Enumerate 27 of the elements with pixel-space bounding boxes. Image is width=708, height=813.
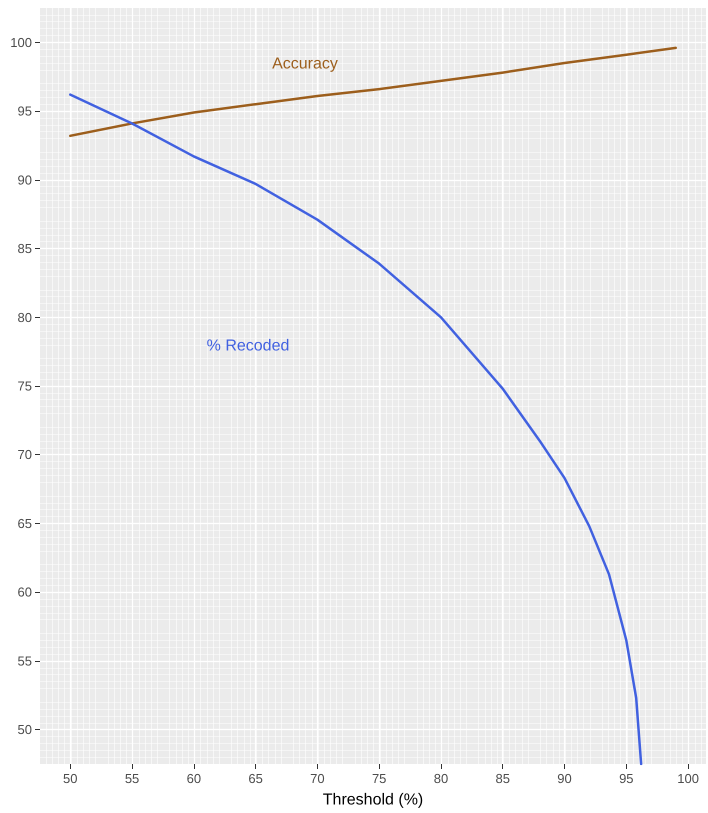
annotation: Accuracy: [272, 56, 338, 72]
y-tick-label: 85: [18, 241, 32, 256]
line-series: [69, 93, 642, 766]
y-tick-label: 55: [18, 653, 32, 668]
y-tick-label: 60: [18, 584, 32, 600]
x-tick-label: 80: [434, 771, 448, 786]
x-tick-label: 60: [186, 771, 202, 786]
x-tick-label: 50: [63, 771, 78, 786]
x-axis-title: Threshold (%): [322, 792, 424, 808]
x-tick-label: 85: [496, 771, 510, 786]
x-tick-label: 90: [557, 771, 572, 786]
y-tick-label: 80: [18, 310, 32, 325]
y-tick-label: 90: [18, 172, 32, 188]
x-tick-label: 95: [619, 771, 634, 786]
x-tick-label: 70: [310, 771, 325, 786]
line-series: [69, 46, 677, 138]
annotation: % Recoded: [206, 338, 290, 354]
x-tick-label: 100: [677, 771, 699, 786]
y-tick-label: 70: [18, 447, 32, 462]
y-tick-label: 65: [18, 516, 32, 531]
x-tick-label: 65: [248, 771, 263, 786]
y-tick-label: 100: [10, 34, 32, 50]
y-tick-label: 75: [18, 378, 32, 394]
x-tick-label: 55: [124, 771, 140, 786]
y-tick-label: 50: [18, 722, 32, 738]
y-tick-label: 95: [18, 104, 32, 119]
x-tick-label: 75: [372, 771, 386, 786]
